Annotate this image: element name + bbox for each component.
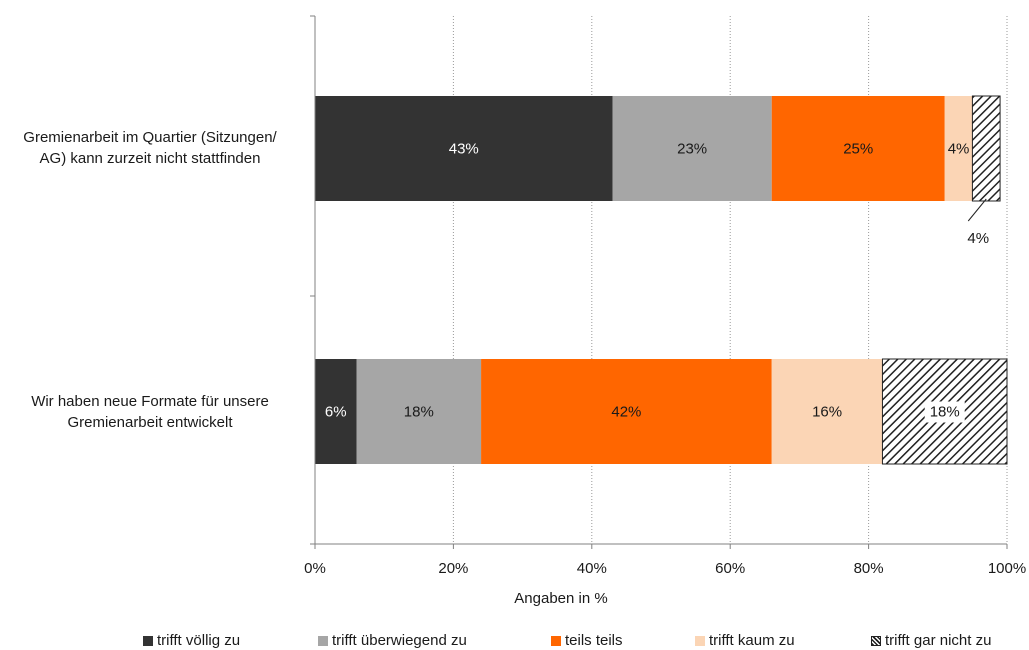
legend-label: trifft völlig zu [157, 632, 241, 649]
x-tick-label: 20% [438, 560, 468, 577]
legend: trifft völlig zu trifft überwiegend zu t… [0, 632, 1029, 650]
data-label: 18% [404, 404, 434, 421]
data-labels: 43% 23% 25% 4% 4% 6% 18% 42% 16% 18% [325, 141, 989, 423]
data-label-leader [967, 198, 987, 222]
bar-segment [771, 359, 883, 464]
x-axis-title: Angaben in % [514, 590, 608, 607]
legend-swatch [695, 635, 705, 646]
legend-item-teils-teils: teils teils [551, 632, 623, 649]
legend-label: teils teils [565, 632, 623, 649]
legend-label: trifft kaum zu [709, 632, 795, 649]
bar-segment [356, 359, 482, 464]
data-label: 42% [611, 404, 641, 421]
legend-item-trifft-gar-nicht-zu: trifft gar nicht zu [871, 632, 991, 649]
legend-item-trifft-voellig-zu: trifft völlig zu [143, 632, 240, 649]
bar-segment [771, 96, 945, 201]
x-tick-label: 0% [304, 560, 326, 577]
legend-swatch [551, 635, 561, 646]
data-label: 4% [967, 230, 989, 247]
data-label: 6% [325, 404, 347, 421]
data-label: 25% [843, 141, 873, 158]
category-label-quartier: Gremienarbeit im Quartier (Sitzungen/ AG… [0, 127, 300, 169]
x-tick-label: 80% [854, 560, 884, 577]
bar-segment [944, 96, 973, 201]
data-label: 18% [930, 404, 960, 421]
bar-segment [971, 95, 1001, 202]
data-label: 4% [948, 141, 970, 158]
category-label-line: Gremienarbeit im Quartier (Sitzungen/ [23, 129, 277, 146]
bar-segment [481, 359, 772, 464]
legend-item-trifft-ueberwiegend-zu: trifft überwiegend zu [318, 632, 467, 649]
bar-segment [612, 96, 772, 201]
data-label: 23% [677, 141, 707, 158]
legend-label: trifft gar nicht zu [885, 632, 992, 649]
legend-swatch [871, 635, 881, 646]
legend-swatch [318, 635, 328, 646]
grid-lines [452, 16, 1008, 544]
axes: 0% 20% 40% 60% 80% 100% [304, 15, 1026, 577]
legend-item-trifft-kaum-zu: trifft kaum zu [695, 632, 795, 649]
bar-segment [315, 96, 613, 201]
x-tick-label: 100% [988, 560, 1026, 577]
category-label-line: Wir haben neue Formate für unsere [31, 393, 269, 410]
legend-swatch [143, 635, 153, 646]
x-tick-label: 60% [715, 560, 745, 577]
category-label-formate: Wir haben neue Formate für unsere Gremie… [0, 391, 300, 433]
category-label-line: AG) kann zurzeit nicht stattfinden [39, 150, 261, 167]
legend-label: trifft überwiegend zu [332, 632, 467, 649]
x-tick-label: 40% [577, 560, 607, 577]
bar-segments [315, 95, 1008, 465]
category-label-line: Gremienarbeit entwickelt [67, 414, 233, 431]
data-label-background [924, 401, 965, 423]
bar-segment [315, 359, 357, 464]
data-label: 16% [812, 404, 842, 421]
data-label: 43% [449, 141, 479, 158]
